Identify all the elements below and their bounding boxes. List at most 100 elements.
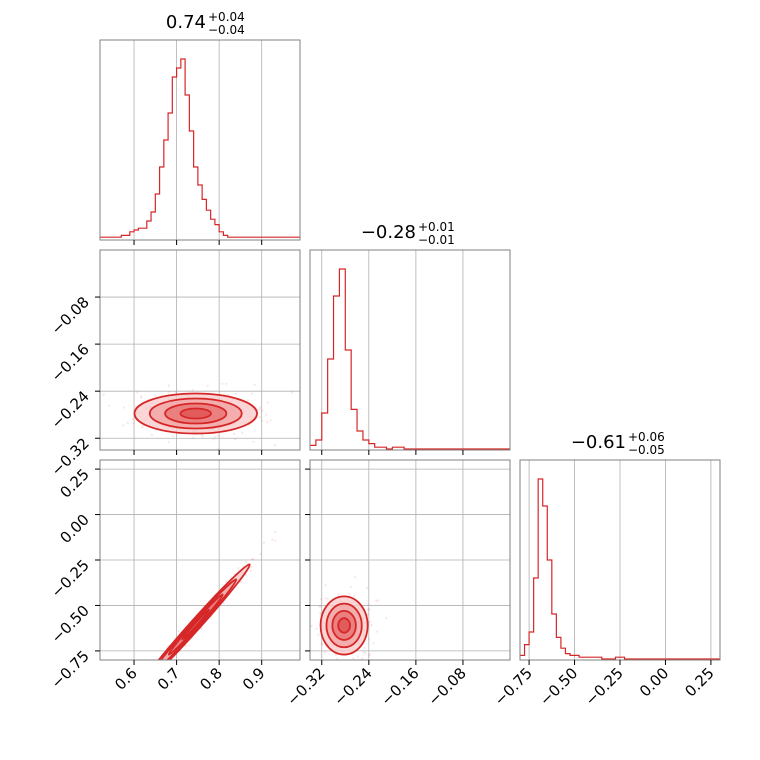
title-upper-1: +0.01 (418, 220, 455, 234)
scatter-point (151, 662, 153, 664)
scatter-point (162, 664, 164, 666)
panel-0-0 (99, 39, 301, 245)
scatter-point (337, 593, 340, 596)
scatter-point (356, 655, 360, 658)
panel-2-1: −0.32 −0.24 −0.16 −0.08 (283, 459, 511, 709)
scatter-point (201, 435, 204, 438)
scatter-point (372, 642, 375, 645)
scatter-point (150, 677, 152, 679)
scatter-point (172, 435, 175, 438)
scatter-point (246, 399, 250, 402)
title-value-2: −0.61 (571, 432, 626, 453)
scatter-point (341, 662, 343, 664)
x-tick-label: −0.50 (536, 664, 581, 709)
scatter-point (261, 409, 264, 412)
scatter-point (363, 646, 366, 650)
x-tick-label: 0.9 (239, 664, 269, 694)
scatter-point (352, 663, 354, 665)
y-tick-label: −0.08 (48, 293, 93, 338)
scatter-point (336, 657, 339, 660)
x-tick-label: 0.7 (154, 664, 184, 694)
scatter-point (158, 665, 160, 667)
scatter-point (351, 667, 353, 669)
scatter-point (161, 661, 163, 663)
scatter-point (348, 592, 351, 596)
x-tick-label: 0.6 (111, 664, 141, 694)
x-tick-label: −0.16 (377, 664, 422, 709)
histogram-2 (520, 478, 720, 660)
panel-content (120, 530, 277, 711)
x-tick-label: −0.08 (425, 664, 470, 709)
title-lower-2: −0.05 (628, 443, 665, 457)
title-lower-1: −0.01 (418, 233, 455, 247)
scatter-point (143, 678, 145, 680)
scatter-point (140, 396, 143, 400)
x-tick-label: −0.75 (491, 664, 536, 709)
panel-2-2: −0.75 −0.50 −0.25 0.00 0.25 (491, 459, 721, 709)
scatter-point (233, 432, 236, 436)
scatter-point (349, 585, 352, 589)
scatter-point (367, 637, 370, 640)
y-tick-label: −0.25 (48, 556, 93, 601)
histogram-0 (100, 58, 300, 238)
panel-frame (309, 249, 511, 451)
scatter-point (138, 684, 140, 686)
scatter-point (216, 434, 220, 437)
scatter-point (367, 654, 371, 657)
scatter-point (164, 661, 166, 663)
scatter-point (152, 672, 154, 674)
scatter-point (251, 558, 255, 561)
scatter-point (274, 539, 277, 542)
scatter-point (368, 620, 371, 624)
panel-content (100, 58, 300, 238)
scatter-point (187, 644, 190, 647)
scatter-point (147, 672, 149, 674)
scatter-point (102, 393, 105, 396)
scatter-point (353, 594, 356, 598)
scatter-point (326, 598, 330, 601)
y-tick-label: −0.24 (48, 387, 93, 432)
panel-content (520, 478, 720, 660)
scatter-point (260, 419, 264, 422)
scatter-point (324, 597, 328, 600)
scatter-point (259, 406, 262, 409)
scatter-point (250, 565, 253, 569)
x-tick-label: −0.25 (582, 664, 627, 709)
scatter-point (141, 679, 143, 681)
scatter-point (352, 657, 355, 660)
scatter-point (122, 424, 125, 427)
scatter-point (365, 587, 369, 590)
y-tick-label: 0.00 (56, 511, 92, 547)
scatter-point (269, 419, 272, 422)
y-tick-label: −0.16 (48, 340, 93, 385)
scatter-point (162, 665, 164, 667)
scatter-point (350, 663, 352, 665)
scatter-point (368, 653, 371, 656)
scatter-point (225, 580, 228, 583)
scatter-point (162, 663, 164, 665)
scatter-point (249, 569, 253, 572)
scatter-point (364, 652, 367, 655)
scatter-point (126, 421, 129, 425)
scatter-point (147, 677, 149, 679)
scatter-point (161, 667, 163, 669)
title-lower-0: −0.04 (208, 23, 245, 37)
scatter-point (258, 416, 262, 419)
scatter-point (234, 392, 237, 395)
scatter-point (259, 552, 262, 556)
scatter-point (120, 709, 122, 711)
scatter-point (334, 653, 338, 657)
scatter-point (167, 441, 170, 444)
scatter-point (321, 643, 324, 646)
scatter-point (138, 686, 140, 688)
scatter-point (157, 668, 159, 670)
scatter-point (244, 560, 248, 564)
scatter-point (310, 624, 313, 628)
panel-content (310, 576, 388, 669)
scatter-point (271, 538, 274, 541)
scatter-point (191, 389, 194, 392)
scatter-point (252, 440, 255, 443)
scatter-point (253, 383, 256, 386)
contour-level (181, 608, 211, 641)
scatter-point (167, 384, 170, 387)
